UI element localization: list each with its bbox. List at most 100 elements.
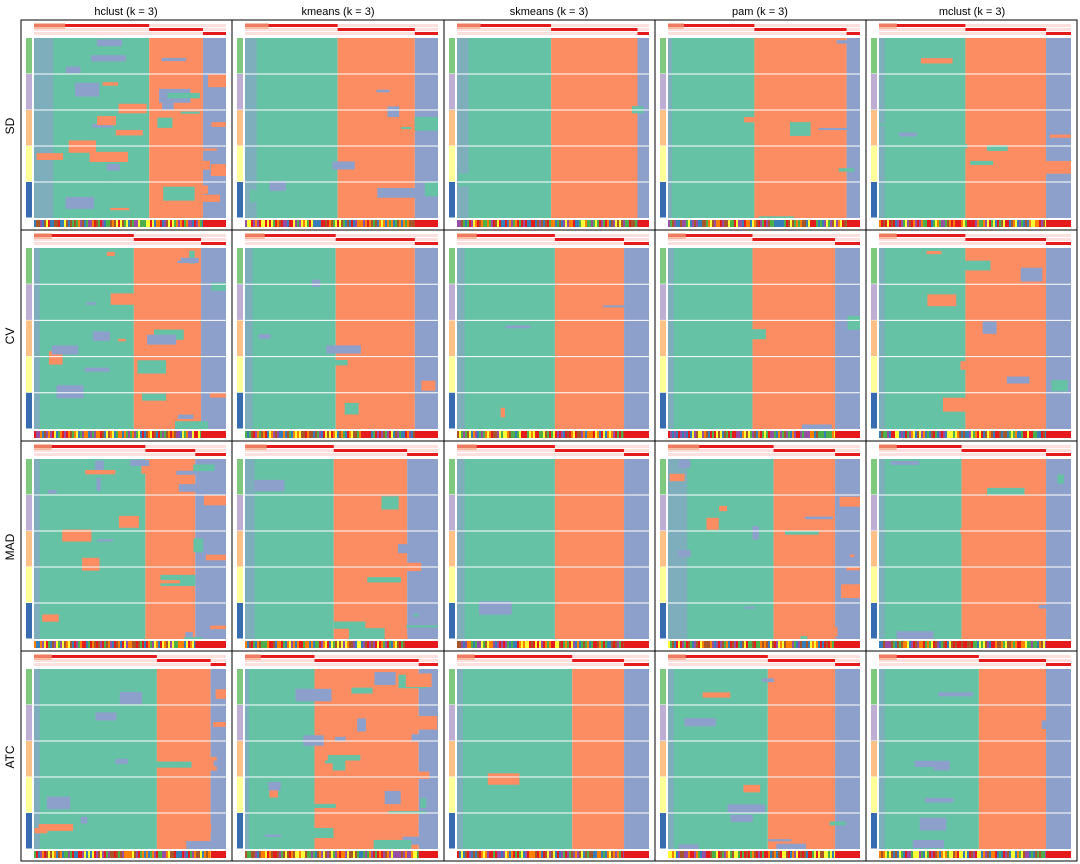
sample-bar-cell [700, 431, 702, 438]
sample-bar-cell [541, 851, 543, 858]
sample-bar-cell [355, 431, 357, 438]
sample-bar-cell [291, 851, 293, 858]
sample-bar-cell [585, 851, 587, 858]
sample-bar-cell [196, 431, 198, 438]
sample-bar-cell [373, 851, 375, 858]
sample-bar-cell [463, 851, 465, 858]
sample-bar-cell [152, 641, 154, 648]
sample-bar-cell [72, 641, 74, 648]
membership-patch [401, 771, 430, 779]
sample-bar-cell [130, 220, 132, 227]
sample-bar-cell [579, 641, 581, 648]
sample-bar-cell [810, 851, 812, 858]
class-block [572, 669, 625, 849]
sample-bar-cell [92, 641, 94, 648]
sample-bar-cell [569, 431, 571, 438]
membership-heatmap [668, 38, 860, 218]
membership-patch [332, 161, 355, 170]
consensus-strip-high [418, 663, 438, 666]
panel-mad-mclust [865, 440, 1078, 652]
sample-bar-cell [631, 220, 633, 227]
sample-bar-cell [393, 220, 395, 227]
sample-bar-cell [778, 851, 780, 858]
sample-bar-cell [467, 431, 469, 438]
membership-heatmap [879, 459, 1071, 639]
sample-bar-cell [253, 220, 255, 227]
sample-bar-cell [995, 431, 997, 438]
partition-group-block [871, 741, 877, 777]
membership-patch [209, 393, 226, 398]
sample-bar-cell [672, 220, 674, 227]
sample-bar-cell [168, 641, 170, 648]
sample-bar-cell [501, 641, 503, 648]
sample-bar-cell [52, 220, 54, 227]
sample-bar-cell [98, 851, 100, 858]
sample-bar-cell [708, 220, 710, 227]
sample-bar-cell [555, 641, 557, 648]
sample-bar-cell [1041, 431, 1043, 438]
sample-bar-cell [593, 641, 595, 648]
sample-bar-cell [706, 220, 708, 227]
membership-patch [411, 121, 417, 132]
sample-annotation [34, 641, 226, 648]
consensus-strip-high [1046, 453, 1071, 456]
partition-group-annotation [449, 248, 455, 429]
sample-bar-cell [899, 431, 901, 438]
partition-group-block [660, 392, 666, 429]
sample-bar-cell [561, 851, 563, 858]
sample-bar-cell [399, 431, 401, 438]
sample-bar-cell [509, 220, 511, 227]
sample-bar-cell [897, 851, 899, 858]
sample-bar-cell [744, 851, 746, 858]
sample-bar-cell [80, 431, 82, 438]
sample-bar-cell [830, 851, 832, 858]
sample-bar-cell [477, 220, 479, 227]
sample-bar-cell [533, 431, 535, 438]
sample-bar-cell [981, 641, 983, 648]
consensus-strip-high [835, 663, 860, 666]
sample-bar-cell [323, 851, 325, 858]
sample-bar-cell [94, 431, 96, 438]
class-block [554, 459, 625, 639]
sample-bar-cell [712, 851, 714, 858]
sample-bar-cell [208, 851, 210, 858]
sample-bar-cell [670, 431, 672, 438]
sample-bar-cell [295, 220, 297, 227]
sample-bar-cell [479, 220, 481, 227]
sample-bar-cell [895, 220, 897, 227]
sample-bar-cell [879, 851, 881, 858]
membership-patch [96, 478, 101, 491]
consensus-strip-high [752, 238, 836, 241]
sample-bar-cell [746, 851, 748, 858]
sample-bar-cell [812, 641, 814, 648]
sample-bar-cell [469, 641, 471, 648]
class-block [1046, 669, 1071, 849]
sample-bar-cell [742, 431, 744, 438]
sample-bar-cell [987, 851, 989, 858]
sample-bar-cell [509, 851, 511, 858]
sample-bar-cell [495, 431, 497, 438]
sample-bar-cell [931, 641, 933, 648]
sample-bar-cell [933, 220, 935, 227]
sample-bar-cell [144, 220, 146, 227]
sample-bar-cell [593, 220, 595, 227]
sample-bar-cell [718, 641, 720, 648]
sample-bar-cell [766, 220, 768, 227]
partition-group-block [26, 669, 32, 705]
sample-bar-cell [170, 851, 172, 858]
sample-bar-cell [545, 220, 547, 227]
sample-bar-cell [706, 431, 708, 438]
sample-bar-cell [794, 431, 796, 438]
sample-bar-cell [124, 851, 126, 858]
sample-bar-cell [481, 851, 483, 858]
partition-group-block [660, 356, 666, 393]
sample-bar-cell [760, 431, 762, 438]
sample-annotation [457, 431, 649, 438]
sample-bar-cell [377, 220, 379, 227]
membership-patch [789, 122, 811, 136]
partition-group-block [871, 705, 877, 741]
membership-patch [162, 101, 174, 110]
sample-bar-cell [1037, 851, 1039, 858]
sample-bar-cell [770, 431, 772, 438]
sample-bar-cell [60, 851, 62, 858]
